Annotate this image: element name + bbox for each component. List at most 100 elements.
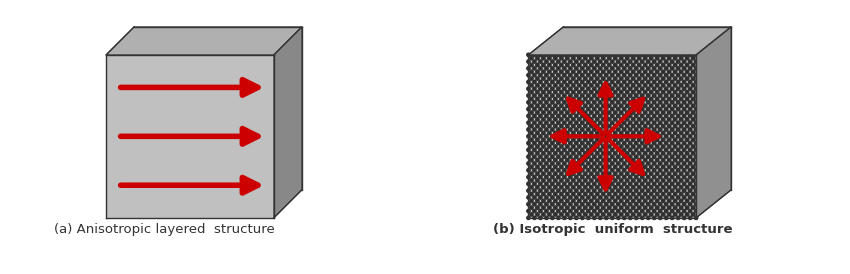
- Circle shape: [694, 89, 699, 93]
- Circle shape: [643, 111, 647, 114]
- Polygon shape: [159, 67, 169, 78]
- Circle shape: [596, 172, 599, 175]
- Text: (b) Isotropic  uniform  structure: (b) Isotropic uniform structure: [492, 224, 732, 236]
- Circle shape: [683, 196, 686, 199]
- Polygon shape: [106, 67, 116, 78]
- Circle shape: [530, 199, 533, 202]
- Circle shape: [602, 104, 605, 107]
- Circle shape: [539, 155, 542, 158]
- Polygon shape: [253, 148, 264, 159]
- Polygon shape: [217, 166, 226, 177]
- Circle shape: [620, 145, 623, 148]
- Circle shape: [541, 185, 545, 189]
- Circle shape: [629, 53, 632, 56]
- Circle shape: [596, 97, 599, 101]
- Circle shape: [688, 114, 692, 118]
- Polygon shape: [307, 53, 315, 63]
- Polygon shape: [269, 184, 278, 194]
- Circle shape: [667, 97, 671, 101]
- Circle shape: [647, 175, 650, 179]
- Circle shape: [553, 138, 557, 141]
- Polygon shape: [303, 133, 310, 144]
- Polygon shape: [101, 166, 111, 177]
- Polygon shape: [116, 195, 127, 206]
- Polygon shape: [312, 147, 320, 158]
- Circle shape: [610, 60, 614, 63]
- Circle shape: [659, 107, 662, 111]
- Polygon shape: [222, 125, 232, 136]
- Circle shape: [677, 73, 680, 77]
- Circle shape: [683, 107, 686, 111]
- Polygon shape: [196, 61, 206, 72]
- Polygon shape: [288, 142, 297, 152]
- Circle shape: [632, 165, 635, 169]
- Circle shape: [620, 192, 623, 196]
- Circle shape: [553, 118, 557, 121]
- Polygon shape: [293, 155, 302, 165]
- Circle shape: [671, 101, 674, 104]
- Circle shape: [592, 60, 596, 63]
- Circle shape: [527, 189, 530, 192]
- Circle shape: [635, 182, 638, 185]
- Circle shape: [553, 111, 557, 114]
- Circle shape: [575, 87, 578, 90]
- Circle shape: [536, 179, 539, 182]
- Circle shape: [578, 77, 581, 80]
- Circle shape: [578, 199, 581, 202]
- Polygon shape: [288, 107, 297, 117]
- Circle shape: [700, 56, 706, 61]
- Circle shape: [667, 213, 671, 216]
- Circle shape: [665, 107, 668, 111]
- Circle shape: [539, 175, 542, 179]
- Circle shape: [688, 162, 692, 165]
- Circle shape: [553, 165, 557, 169]
- Circle shape: [536, 199, 539, 202]
- Circle shape: [649, 213, 653, 216]
- Polygon shape: [222, 43, 232, 55]
- Polygon shape: [237, 107, 247, 119]
- Polygon shape: [116, 206, 127, 218]
- Circle shape: [679, 158, 683, 162]
- Polygon shape: [242, 102, 252, 113]
- Polygon shape: [185, 142, 195, 153]
- Polygon shape: [179, 136, 190, 148]
- Circle shape: [598, 182, 602, 185]
- Circle shape: [590, 77, 593, 80]
- Circle shape: [590, 84, 593, 87]
- Circle shape: [638, 77, 641, 80]
- Polygon shape: [128, 52, 138, 58]
- Circle shape: [641, 196, 644, 199]
- Polygon shape: [198, 28, 208, 35]
- Circle shape: [539, 135, 542, 138]
- Polygon shape: [143, 49, 153, 60]
- Circle shape: [530, 138, 533, 141]
- Polygon shape: [228, 14, 238, 21]
- Circle shape: [616, 107, 620, 111]
- Polygon shape: [264, 206, 274, 218]
- Polygon shape: [312, 31, 320, 41]
- Circle shape: [708, 186, 712, 191]
- Polygon shape: [303, 40, 310, 51]
- Circle shape: [551, 60, 554, 63]
- Circle shape: [572, 179, 575, 182]
- Circle shape: [620, 185, 623, 189]
- Circle shape: [563, 107, 566, 111]
- Polygon shape: [122, 177, 132, 189]
- Polygon shape: [284, 117, 292, 127]
- Circle shape: [641, 135, 644, 138]
- Circle shape: [572, 90, 575, 94]
- Circle shape: [635, 128, 638, 131]
- Polygon shape: [190, 47, 200, 53]
- Circle shape: [551, 80, 554, 84]
- Polygon shape: [148, 102, 158, 113]
- Polygon shape: [232, 160, 242, 171]
- Circle shape: [575, 209, 578, 213]
- Circle shape: [578, 145, 581, 148]
- Polygon shape: [164, 166, 174, 177]
- Polygon shape: [269, 149, 278, 159]
- Circle shape: [667, 111, 671, 114]
- Polygon shape: [238, 14, 248, 21]
- Circle shape: [553, 131, 557, 135]
- Circle shape: [688, 196, 692, 199]
- Circle shape: [635, 80, 638, 84]
